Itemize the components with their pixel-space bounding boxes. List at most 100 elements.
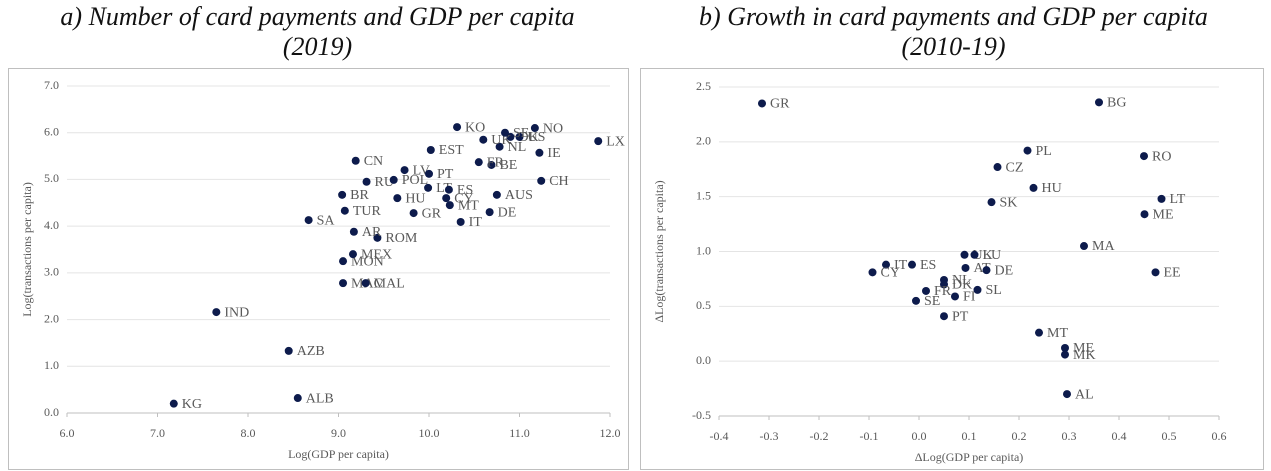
point-label: ES <box>457 183 473 198</box>
point-label: MT <box>458 198 479 213</box>
point <box>340 206 349 215</box>
point-label: SL <box>986 283 1002 298</box>
point <box>212 308 221 317</box>
point <box>1061 350 1069 359</box>
point-label: RO <box>1152 149 1171 164</box>
x-tick-label: 0.6 <box>1212 429 1227 443</box>
point <box>169 399 178 408</box>
point-label: AZB <box>297 344 325 359</box>
point <box>970 250 979 259</box>
panel-a: a) Number of card payments and GDP per c… <box>0 0 635 471</box>
y-tick-label: 6.0 <box>44 124 59 138</box>
point <box>982 266 991 275</box>
point <box>1095 98 1103 107</box>
point-label: HU <box>405 191 425 206</box>
chart-title: b) Growth in card payments and GDP per c… <box>699 2 1208 61</box>
point <box>453 123 462 132</box>
point <box>961 263 970 272</box>
x-tick-label: 0.3 <box>1062 429 1077 443</box>
y-tick-label: 1.0 <box>696 243 711 257</box>
point-label: POL <box>402 173 428 188</box>
x-tick-label: 12.0 <box>600 426 621 440</box>
panel-b: b) Growth in card payments and GDP per c… <box>636 0 1271 471</box>
y-tick-label: 0.0 <box>696 353 711 367</box>
point <box>940 280 948 289</box>
point <box>474 158 483 167</box>
y-tick-label: 2.0 <box>44 311 59 325</box>
point-label: SE <box>924 294 940 309</box>
point <box>501 128 510 137</box>
point <box>351 156 360 165</box>
point-label: CZ <box>1006 160 1024 175</box>
x-tick-label: -0.4 <box>710 429 729 443</box>
x-tick-label: 8.0 <box>241 426 256 440</box>
point-label: AL <box>1075 387 1094 402</box>
point <box>908 260 916 269</box>
point-label: ME <box>1073 341 1094 356</box>
point <box>424 183 433 192</box>
x-tick-label: -0.3 <box>760 429 779 443</box>
point <box>912 296 920 305</box>
point <box>348 250 357 259</box>
point <box>1157 194 1166 203</box>
point <box>960 250 969 259</box>
point <box>304 216 313 225</box>
point-label: HU <box>1042 181 1062 196</box>
point-label: UK <box>491 133 511 148</box>
y-tick-label: -0.5 <box>692 408 711 422</box>
point-label: NL <box>952 273 971 288</box>
point <box>349 227 358 236</box>
x-tick-label: 0.1 <box>962 429 977 443</box>
point <box>1023 146 1032 155</box>
plot-frame <box>640 68 1264 470</box>
y-tick-label: 2.5 <box>696 79 711 93</box>
point-label: KO <box>465 120 485 135</box>
point-label: CY <box>454 191 473 206</box>
point <box>425 169 433 178</box>
point-label: BE <box>499 158 517 173</box>
x-tick-label: 0.5 <box>1162 429 1177 443</box>
x-tick-label: 6.0 <box>60 426 75 440</box>
y-tick-label: 3.0 <box>44 265 59 279</box>
x-tick-label: 10.0 <box>419 426 440 440</box>
point-label: LX <box>606 134 625 149</box>
point-label: CY <box>881 266 900 281</box>
chart-title: a) Number of card payments and GDP per c… <box>60 2 575 61</box>
point-label: CH <box>549 174 568 189</box>
point <box>373 233 382 242</box>
point-label: ES <box>920 258 936 273</box>
point-label: ALB <box>306 391 334 406</box>
x-tick-label: 11.0 <box>509 426 530 440</box>
plot-frame <box>8 68 629 470</box>
y-tick-label: 1.5 <box>696 188 711 202</box>
x-axis-title: ΔLog(GDP per capita) <box>915 450 1024 464</box>
point <box>293 394 302 403</box>
point-label: CN <box>364 154 383 169</box>
point <box>409 209 418 218</box>
point <box>445 201 454 210</box>
point <box>537 176 546 185</box>
point <box>1151 268 1160 277</box>
point <box>1140 152 1148 161</box>
x-tick-label: 0.4 <box>1112 429 1127 443</box>
point <box>922 286 930 295</box>
point <box>1029 183 1038 192</box>
chart: 0.0 1.0 2.0 3.0 4.0 5.0 6.0 7.0 6.0 7.0 8.0 9.0 10.0… <box>8 68 629 470</box>
point <box>530 124 539 133</box>
point-label: DE <box>498 205 517 220</box>
point-label: MON <box>351 254 384 269</box>
point-label: SE <box>513 126 529 141</box>
point <box>535 148 544 157</box>
y-tick-label: 1.0 <box>44 358 59 372</box>
y-tick-label: 0.0 <box>44 405 59 419</box>
y-tick-label: 4.0 <box>44 218 59 232</box>
point <box>882 260 890 269</box>
point-label: MA <box>1092 239 1115 254</box>
point-label: AR <box>362 225 382 240</box>
point <box>339 279 348 288</box>
y-tick-label: 7.0 <box>44 78 59 92</box>
point-label: BG <box>1107 96 1126 111</box>
point <box>456 217 465 226</box>
point <box>426 145 435 154</box>
